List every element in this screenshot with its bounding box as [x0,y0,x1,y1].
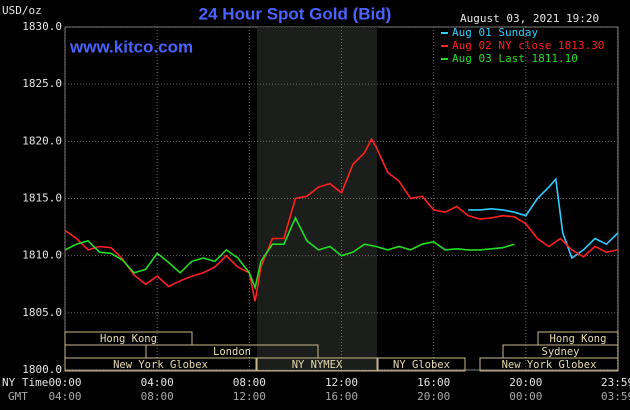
session-box [64,357,257,372]
legend-label: Aug 01 Sunday [452,26,538,39]
chart-title: 24 Hour Spot Gold (Bid) [199,4,392,23]
x-tick-label: 16:00 [417,376,450,389]
gmt-tick-label: 04:00 [48,390,81,403]
x-tick-label: 08:00 [233,376,266,389]
y-tick-label: 1805.0 [22,306,62,319]
session-box [64,331,193,346]
y-tick-label: 1825.0 [22,77,62,90]
x-tick-label: 23:59 [601,376,630,389]
gmt-tick-label: 12:00 [233,390,266,403]
gmt-tick-label: 00:00 [509,390,542,403]
y-tick-label: 1810.0 [22,249,62,262]
gmt-tick-label: 08:00 [141,390,174,403]
unit-label: USD/oz [2,4,42,17]
y-tick-label: 1815.0 [22,192,62,205]
x-tick-label: 12:00 [325,376,358,389]
y-tick-label: 1820.0 [22,134,62,147]
legend-label: Aug 03 Last 1811.10 [452,52,578,65]
session-box [377,357,466,372]
watermark: www.kitco.com [69,37,193,56]
price-line [468,177,619,260]
session-label: NY Globex [393,359,450,371]
gmt-tick-label: 16:00 [325,390,358,403]
x-tick-label: 20:00 [509,376,542,389]
y-tick-label: 1800.0 [22,363,62,376]
session-label: New York Globex [502,359,597,371]
x-tick-label: 04:00 [141,376,174,389]
x-tick-label: 00:00 [48,376,81,389]
session-label: NY NYMEX [292,359,343,371]
session-label: London [213,346,251,358]
session-label: Hong Kong [100,333,157,345]
y-tick-label: 1830.0 [22,20,62,33]
gmt-label: GMT [8,390,28,403]
price-line [64,137,619,302]
gmt-tick-label: 20:00 [417,390,450,403]
price-line [64,216,515,291]
ny-time-label: NY Time [2,376,48,389]
session-label: New York Globex [113,359,208,371]
timestamp: August 03, 2021 19:20 [460,12,599,25]
session-label: Hong Kong [550,333,607,345]
legend-label: Aug 02 NY close 1813.30 [452,39,604,52]
session-label: Sydney [542,346,580,358]
session-box [479,357,619,372]
gmt-tick-label: 03:59 [601,390,630,403]
session-box [256,357,378,372]
